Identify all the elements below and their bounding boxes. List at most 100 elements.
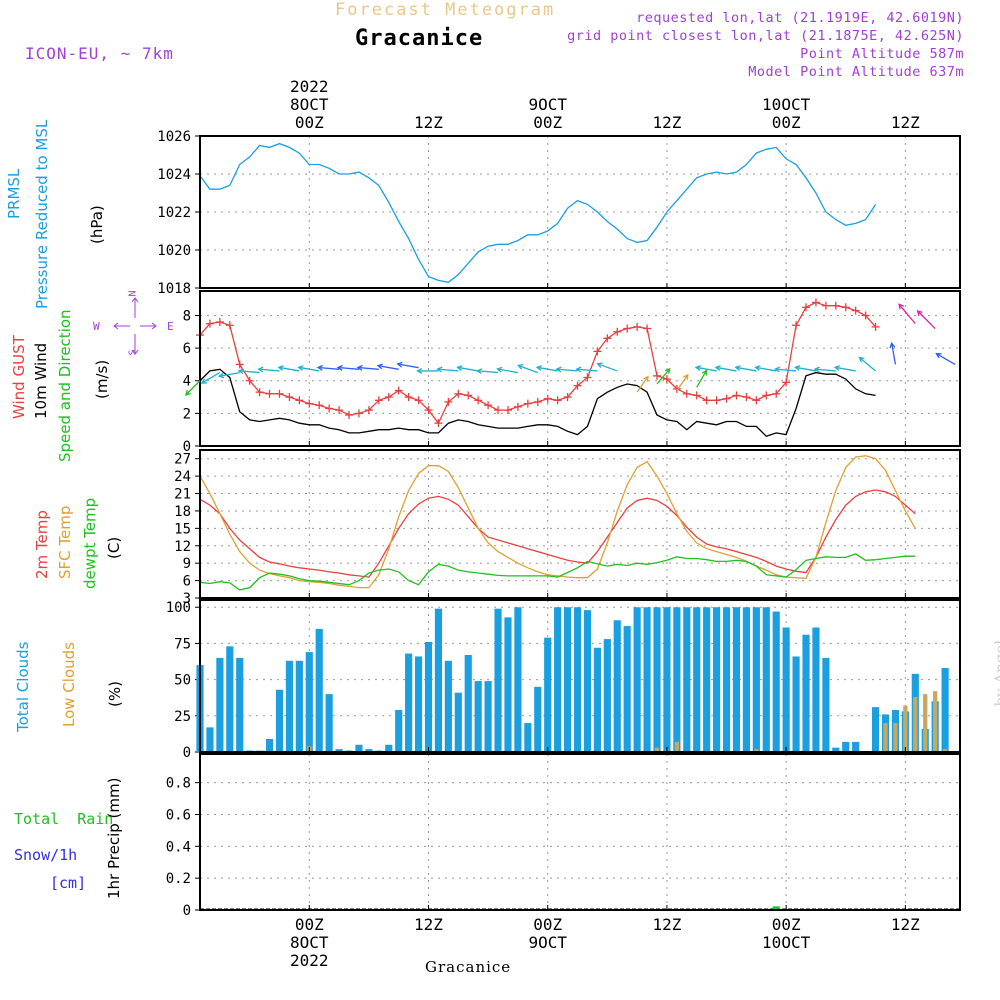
cloud-bar-total [593, 647, 601, 752]
top-hour-label: 12Z [414, 113, 443, 132]
gust-point [474, 396, 483, 405]
total-rain-label: Total Rain [14, 810, 113, 828]
wind-arrow [237, 368, 260, 375]
gust-point [772, 389, 781, 398]
cloud-bar-low [923, 694, 928, 752]
cloud-bar-total [494, 608, 502, 752]
gust-point [563, 393, 572, 402]
wind-arrow [456, 365, 479, 372]
gust-point [543, 394, 552, 403]
gust-point [275, 389, 284, 398]
panel-wind: 0 2 4 6 8 [183, 290, 961, 455]
cloud-bar-total [713, 607, 721, 752]
gust-point [553, 396, 562, 405]
cloud-bar-total [822, 657, 830, 752]
series-line-2m-temp [199, 489, 916, 578]
top-year-label: 2022 [290, 77, 329, 96]
top-date-label: 9OCT [528, 95, 567, 114]
gust-point [861, 311, 870, 320]
wind-arrows [184, 303, 956, 396]
gust-point [494, 406, 503, 415]
gust-point [325, 404, 334, 413]
cloud-bar-total [464, 655, 472, 752]
cloud-bar-total [544, 637, 552, 752]
ytick-label: 75 [174, 636, 191, 652]
cloud-bar-total [434, 608, 443, 752]
gust-point [295, 396, 304, 405]
ytick-label: 12 [174, 539, 191, 555]
gust-point [871, 322, 880, 331]
ytick-label: 0.6 [166, 807, 191, 823]
bottom-date-label: 10OCT [762, 933, 811, 952]
cloud-bar-total [514, 607, 522, 752]
ytick-label: 50 [174, 673, 191, 689]
bottom-hour-label: 12Z [414, 915, 443, 934]
gust-point [811, 298, 820, 307]
gust-point [722, 394, 731, 403]
cloud-bar-low [674, 741, 680, 752]
cloud-bar-total [613, 620, 621, 752]
gust-point [513, 402, 522, 411]
panel-frame [199, 135, 961, 289]
gust-point [305, 399, 314, 408]
gust-point [484, 401, 493, 410]
ytick-label: 2 [183, 406, 191, 422]
cloud-bar-total [524, 723, 532, 752]
gust-point [255, 388, 264, 397]
gust-point [235, 360, 244, 369]
gust-point [603, 334, 612, 343]
gust-point [782, 378, 791, 387]
gust-point [315, 401, 324, 410]
cloud-bar-total [285, 660, 293, 752]
ytick-label: 6 [183, 574, 191, 590]
cloud-bar-total [772, 611, 780, 752]
wind-arrow [694, 365, 717, 372]
wind-arrow [336, 364, 360, 371]
cloud-bar-total [663, 607, 671, 752]
bottom-hour-label: 00Z [295, 915, 324, 934]
ytick-label: 8 [183, 308, 191, 324]
cloud-bar-low [883, 723, 888, 752]
wind-arrow [656, 367, 671, 385]
gust-point [424, 406, 433, 415]
wind-arrow [734, 365, 757, 372]
cloud-bar-low [942, 749, 948, 752]
gust-point [285, 393, 294, 402]
ytick-label: 0.4 [166, 839, 191, 855]
panel-frame [199, 290, 961, 447]
cloud-bar-total [226, 646, 234, 752]
gust-point [583, 373, 592, 382]
wind-arrow [416, 368, 439, 374]
gust-point [821, 301, 830, 310]
ytick-label: 0.8 [166, 776, 191, 792]
wind-arrow [356, 364, 379, 371]
gust-point [633, 322, 642, 331]
cloud-bar-total [802, 634, 810, 752]
ytick-label: 4 [183, 374, 191, 390]
wind-arrow [916, 310, 936, 329]
cloud-bar-total [335, 749, 343, 752]
gust-point [444, 397, 453, 406]
compass-e: E [167, 320, 174, 333]
snow-unit: [cm] [50, 874, 87, 892]
ytick-label: 18 [174, 504, 191, 520]
cloud-bar-total [683, 607, 691, 752]
gust-point [802, 303, 811, 312]
wind-arrow [889, 341, 897, 365]
gust-point [573, 381, 582, 390]
compass-w: W [93, 320, 100, 333]
total-label: Total [14, 810, 60, 828]
cloud-bar-total [673, 607, 681, 752]
bottom-date-label: 8OCT [290, 933, 329, 952]
cloud-bar-total [534, 686, 542, 752]
gust-point [414, 396, 423, 405]
gust-point [464, 391, 473, 400]
wind-arrow [217, 371, 240, 379]
cloud-bar-total [792, 656, 800, 752]
wind-arrow [476, 368, 499, 375]
gust-point [841, 303, 850, 312]
bottom-hour-label: 00Z [533, 915, 562, 934]
cloud-bar-total [762, 607, 770, 752]
